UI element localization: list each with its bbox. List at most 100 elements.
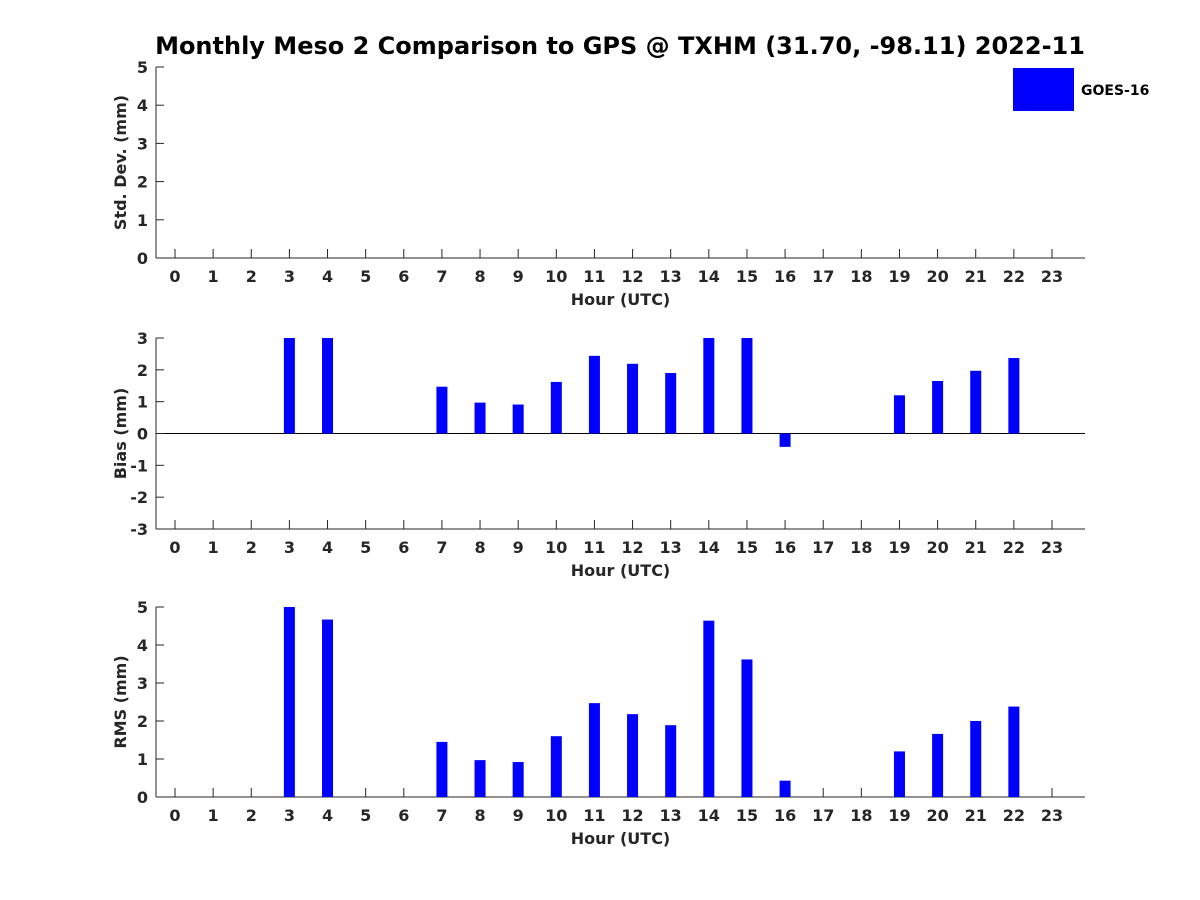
bar-hour-3 bbox=[283, 607, 295, 797]
x-tick-label: 5 bbox=[360, 806, 371, 825]
x-tick-label: 2 bbox=[246, 806, 257, 825]
x-tick-label: 12 bbox=[621, 538, 643, 557]
bar-hour-22 bbox=[1008, 706, 1020, 797]
bar-hour-15 bbox=[741, 338, 753, 434]
bar-hour-19 bbox=[893, 751, 905, 797]
x-tick-label: 10 bbox=[545, 538, 567, 557]
x-tick-label: 23 bbox=[1041, 806, 1063, 825]
x-axis-label: Hour (UTC) bbox=[571, 561, 671, 580]
x-tick-label: 2 bbox=[246, 267, 257, 286]
x-tick-label: 9 bbox=[513, 806, 524, 825]
y-tick-label: 3 bbox=[137, 134, 148, 153]
x-tick-label: 7 bbox=[436, 267, 447, 286]
x-tick-label: 20 bbox=[926, 538, 948, 557]
bar-hour-3 bbox=[283, 338, 295, 434]
x-tick-label: 16 bbox=[774, 267, 796, 286]
y-axis-label: RMS (mm) bbox=[111, 655, 130, 748]
x-tick-label: 0 bbox=[169, 806, 180, 825]
x-tick-label: 7 bbox=[436, 806, 447, 825]
x-tick-label: 18 bbox=[850, 806, 872, 825]
x-tick-label: 6 bbox=[398, 267, 409, 286]
x-tick-label: 5 bbox=[360, 538, 371, 557]
x-tick-label: 12 bbox=[621, 267, 643, 286]
x-tick-label: 0 bbox=[169, 267, 180, 286]
x-tick-label: 14 bbox=[698, 267, 720, 286]
bar-hour-4 bbox=[322, 619, 334, 797]
x-tick-label: 21 bbox=[965, 806, 987, 825]
x-tick-label: 9 bbox=[513, 538, 524, 557]
y-tick-label: 2 bbox=[137, 361, 148, 380]
x-tick-label: 8 bbox=[474, 538, 485, 557]
x-tick-label: 6 bbox=[398, 538, 409, 557]
bar-hour-22 bbox=[1008, 358, 1020, 434]
x-tick-label: 4 bbox=[322, 267, 333, 286]
x-tick-label: 20 bbox=[926, 806, 948, 825]
bar-hour-13 bbox=[665, 725, 677, 797]
bar-hour-9 bbox=[512, 404, 524, 434]
x-tick-label: 15 bbox=[736, 267, 758, 286]
x-tick-label: 19 bbox=[888, 806, 910, 825]
x-tick-label: 20 bbox=[926, 267, 948, 286]
y-tick-label: 2 bbox=[137, 712, 148, 731]
x-tick-label: 22 bbox=[1003, 538, 1025, 557]
y-tick-label: -2 bbox=[130, 488, 148, 507]
x-tick-label: 3 bbox=[284, 806, 295, 825]
y-tick-label: 0 bbox=[137, 249, 148, 268]
x-tick-label: 11 bbox=[583, 806, 605, 825]
x-tick-label: 11 bbox=[583, 538, 605, 557]
x-tick-label: 19 bbox=[888, 538, 910, 557]
bar-hour-7 bbox=[436, 741, 448, 797]
x-tick-label: 8 bbox=[474, 806, 485, 825]
y-tick-label: 5 bbox=[137, 598, 148, 617]
bar-hour-7 bbox=[436, 386, 448, 434]
bar-hour-14 bbox=[703, 620, 715, 797]
bar-hour-11 bbox=[588, 703, 600, 797]
x-tick-label: 17 bbox=[812, 806, 834, 825]
x-tick-label: 16 bbox=[774, 806, 796, 825]
x-tick-label: 9 bbox=[513, 267, 524, 286]
x-tick-label: 0 bbox=[169, 538, 180, 557]
x-tick-label: 8 bbox=[474, 267, 485, 286]
x-tick-label: 7 bbox=[436, 538, 447, 557]
x-tick-label: 21 bbox=[965, 538, 987, 557]
x-tick-label: 1 bbox=[208, 806, 219, 825]
x-tick-label: 11 bbox=[583, 267, 605, 286]
x-tick-label: 5 bbox=[360, 267, 371, 286]
y-tick-label: 0 bbox=[137, 788, 148, 807]
y-tick-label: 0 bbox=[137, 425, 148, 444]
bar-hour-12 bbox=[627, 714, 639, 797]
bar-hour-14 bbox=[703, 338, 715, 434]
x-tick-label: 14 bbox=[698, 538, 720, 557]
x-tick-label: 3 bbox=[284, 267, 295, 286]
x-tick-label: 14 bbox=[698, 806, 720, 825]
bar-hour-9 bbox=[512, 762, 524, 797]
y-tick-label: -3 bbox=[130, 520, 148, 539]
legend-swatch bbox=[1013, 68, 1074, 111]
y-tick-label: 5 bbox=[137, 58, 148, 77]
bar-hour-16 bbox=[779, 433, 791, 447]
y-axis-label: Bias (mm) bbox=[111, 388, 130, 480]
x-tick-label: 13 bbox=[660, 267, 682, 286]
x-tick-label: 12 bbox=[621, 806, 643, 825]
x-tick-label: 17 bbox=[812, 538, 834, 557]
bar-hour-4 bbox=[322, 338, 334, 434]
bar-hour-8 bbox=[474, 402, 486, 434]
y-tick-label: 1 bbox=[137, 750, 148, 769]
x-tick-label: 21 bbox=[965, 267, 987, 286]
x-tick-label: 13 bbox=[660, 538, 682, 557]
y-tick-label: 4 bbox=[137, 636, 148, 655]
x-tick-label: 4 bbox=[322, 806, 333, 825]
bar-hour-21 bbox=[970, 370, 982, 434]
x-axis-label: Hour (UTC) bbox=[571, 290, 671, 309]
x-tick-label: 1 bbox=[208, 538, 219, 557]
y-tick-label: 1 bbox=[137, 393, 148, 412]
x-tick-label: 13 bbox=[660, 806, 682, 825]
x-tick-label: 3 bbox=[284, 538, 295, 557]
y-axis-label: Std. Dev. (mm) bbox=[111, 95, 130, 230]
x-tick-label: 16 bbox=[774, 538, 796, 557]
y-tick-label: 3 bbox=[137, 329, 148, 348]
